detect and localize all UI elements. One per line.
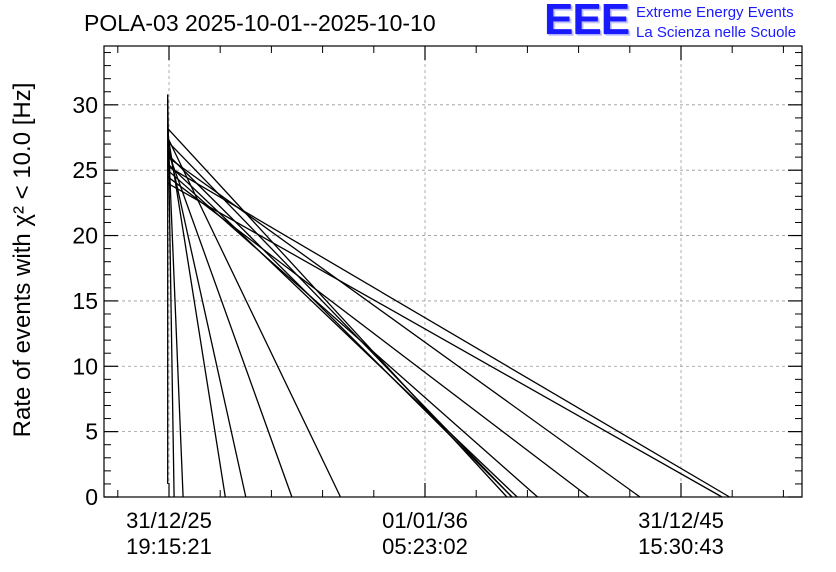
x-tick-label: 31/12/45 15:30:43 — [638, 508, 724, 560]
series-line-6 — [167, 150, 293, 498]
x-tick-label: 01/01/36 05:23:02 — [382, 508, 468, 560]
series-line-4 — [167, 133, 226, 498]
chart-title: POLA-03 2025-10-01--2025-10-10 — [84, 10, 436, 36]
y-tick-label: 5 — [85, 419, 98, 445]
series-line-16 — [167, 165, 730, 498]
y-tick-label: 0 — [85, 484, 98, 510]
series-line-11 — [167, 163, 518, 498]
x-tick-time: 05:23:02 — [382, 534, 468, 559]
axis-ticks — [104, 46, 802, 498]
series-line-15 — [167, 182, 723, 498]
y-tick-label: 25 — [72, 157, 98, 183]
logo-line-2: La Scienza nelle Scuole — [636, 24, 797, 41]
y-tick-label: 10 — [72, 353, 98, 379]
grid — [104, 46, 802, 497]
series-group — [167, 94, 730, 498]
x-tick-date: 31/12/25 — [126, 508, 212, 533]
x-tick-date: 01/01/36 — [382, 508, 468, 533]
x-tick-time: 19:15:21 — [126, 534, 212, 559]
y-axis-label: Rate of events with χ² < 10.0 [Hz] — [9, 83, 36, 438]
series-line-5 — [167, 143, 247, 498]
series-line-13 — [167, 176, 590, 498]
x-tick-label: 31/12/25 19:15:21 — [126, 508, 212, 560]
y-tick-label: 30 — [72, 92, 98, 118]
series-line-14 — [167, 156, 641, 498]
series-line-12 — [167, 169, 539, 498]
y-tick-label: 15 — [72, 288, 98, 314]
x-tick-time: 15:30:43 — [638, 534, 724, 559]
series-line-3 — [167, 124, 184, 498]
plot-frame — [103, 45, 803, 498]
logo-line-1: Extreme Energy Events — [636, 4, 794, 21]
y-tick-label: 20 — [72, 223, 98, 249]
eee-logo: EEE Extreme Energy Events La Scienza nel… — [544, 0, 834, 44]
x-tick-date: 31/12/45 — [638, 508, 724, 533]
eee-logo-mark: EEE — [544, 0, 630, 44]
series-line-10 — [167, 154, 513, 498]
y-tick-labels: 0 5 10 15 20 25 30 — [72, 92, 98, 510]
series-line-7 — [167, 137, 342, 498]
